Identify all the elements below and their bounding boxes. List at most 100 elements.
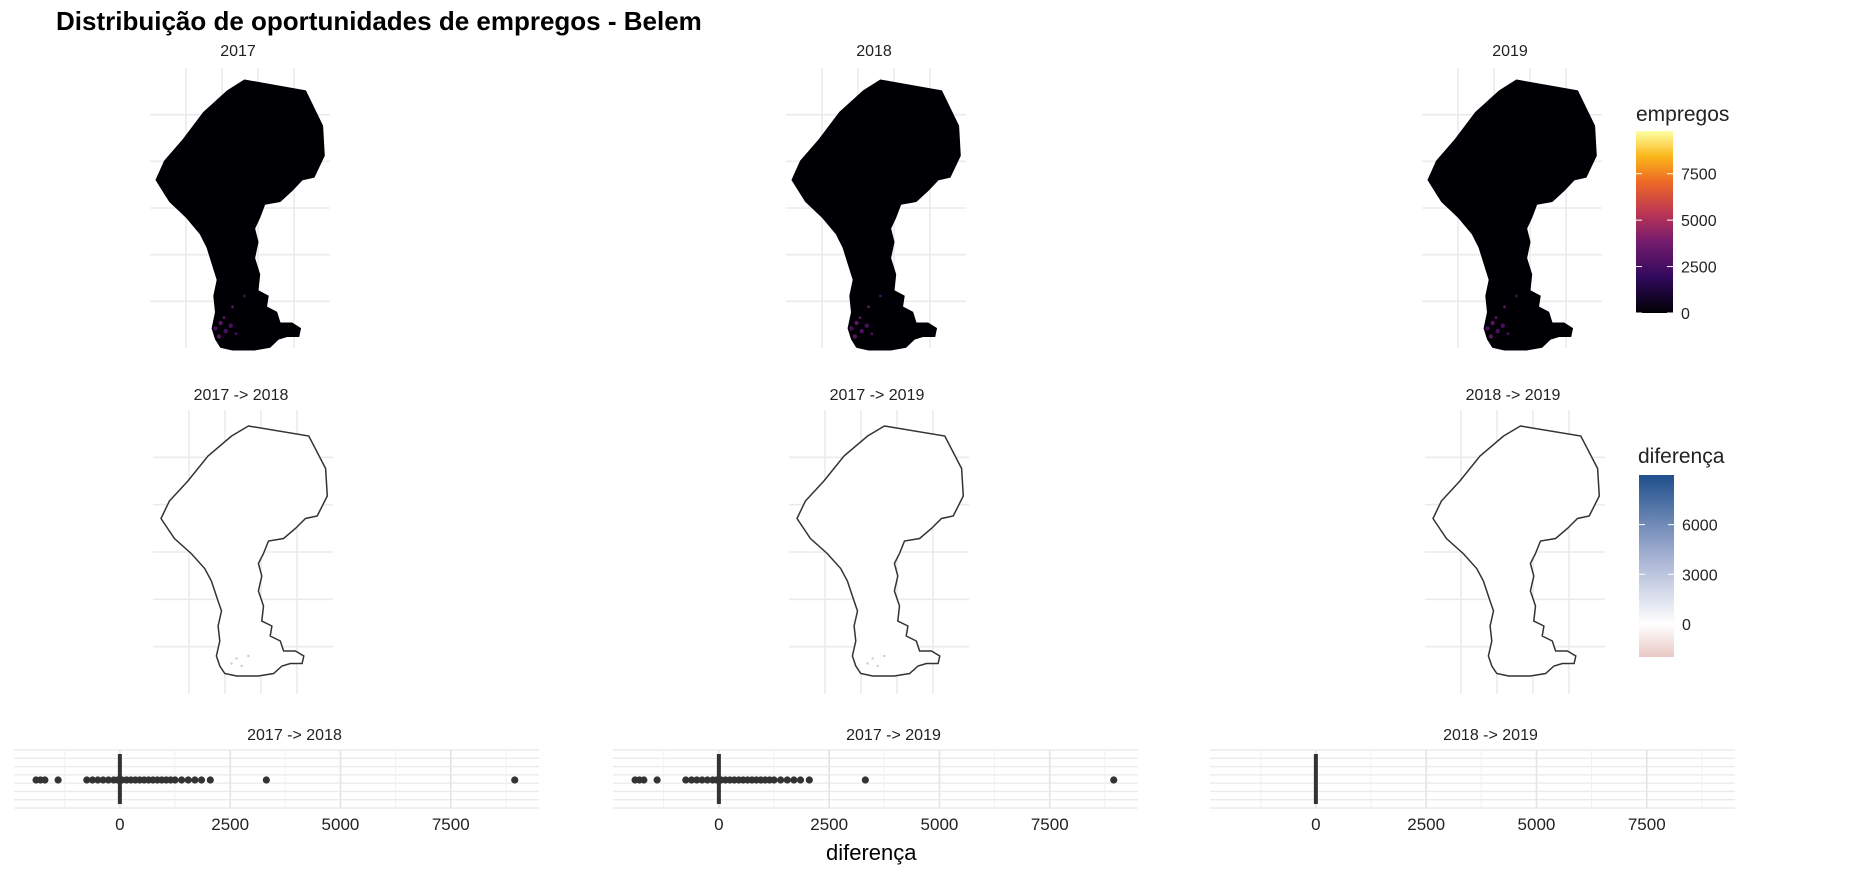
strip-title-0: 2017 -> 2018: [247, 727, 342, 744]
strip-point: [178, 776, 186, 784]
strip-title-2: 2018 -> 2019: [1443, 727, 1538, 744]
legend-empregos-tick-label: 0: [1681, 306, 1690, 323]
strip-point: [682, 776, 690, 784]
strip-point: [693, 776, 701, 784]
strip-point: [191, 776, 199, 784]
strip-title-1: 2017 -> 2019: [846, 727, 941, 744]
strip-point: [790, 776, 798, 784]
map-diff-mark: [883, 654, 886, 658]
map-hotspot: [859, 328, 864, 334]
strip-point: [687, 776, 696, 784]
map-hotspot: [858, 316, 862, 319]
panel-title-2018: 2018: [856, 43, 892, 60]
map-outline-2: [1432, 425, 1601, 677]
chart-title: Distribuição de oportunidades de emprego…: [56, 6, 702, 36]
strip-point: [653, 776, 661, 784]
map-hotspot: [218, 320, 223, 326]
map-hotspot: [1506, 332, 1510, 336]
strip-point: [104, 776, 113, 784]
strip-point: [770, 776, 778, 784]
panel-title-2017-2019: 2017 -> 2019: [830, 387, 925, 404]
legend-empregos-tick-label: 5000: [1681, 213, 1717, 230]
strip-point: [796, 776, 805, 784]
strip-point: [88, 776, 97, 784]
map-hotspot: [228, 323, 233, 328]
strip-point: [41, 776, 49, 784]
legend-empregos-tick-label: 2500: [1681, 260, 1717, 277]
strip-tick-label: 5000: [921, 815, 959, 834]
legend-empregos-title: empregos: [1636, 103, 1729, 126]
map-hotspot: [243, 294, 246, 298]
strip-point: [1110, 776, 1118, 784]
legend-empregos-tick-label: 7500: [1681, 167, 1717, 184]
strip-point: [83, 776, 91, 784]
legend-empregos-bar: [1636, 131, 1673, 313]
strip-point: [54, 776, 62, 784]
panel-title-2019: 2019: [1492, 43, 1528, 60]
map-diff-mark: [876, 664, 879, 668]
legend-diferenca-tick-label: 6000: [1682, 518, 1718, 535]
map-outline-0: [160, 425, 329, 677]
strip-tick-label: 2500: [211, 815, 249, 834]
map-fill-2017: [155, 79, 325, 351]
strip-point: [698, 776, 706, 784]
panel-title-2017: 2017: [220, 43, 256, 60]
legend-diferenca-tick-label: 3000: [1682, 567, 1718, 584]
strip-tick-label: 0: [714, 815, 723, 834]
map-hotspot: [1500, 323, 1506, 328]
map-hotspot: [1490, 320, 1495, 326]
map-fill-2019: [1427, 79, 1597, 351]
strip-point: [94, 776, 102, 784]
strip-point: [99, 776, 107, 784]
strip-panel-1: 0 2500 5000 7500: [613, 749, 1138, 834]
strip-tick-label: 2500: [810, 815, 848, 834]
strip-tick-label: 2500: [1407, 815, 1445, 834]
strip-point: [783, 776, 791, 784]
strip-point: [184, 776, 192, 784]
map-hotspot: [223, 328, 228, 334]
map-hotspot: [852, 334, 858, 339]
legend-diferenca-bar: [1639, 475, 1674, 657]
map-diff-mark: [235, 657, 238, 660]
map-hotspot: [1515, 294, 1518, 298]
legend-diferenca-title: diferença: [1638, 445, 1725, 468]
panel-title-2017-2018: 2017 -> 2018: [194, 387, 289, 404]
strip-point: [206, 776, 214, 784]
strip-point: [861, 776, 869, 784]
strip-tick-label: 0: [115, 815, 124, 834]
strip-tick-label: 5000: [322, 815, 360, 834]
legend-diferenca-tick-label: 0: [1682, 617, 1691, 634]
panel-title-2018-2019: 2018 -> 2019: [1466, 387, 1561, 404]
map-hotspot: [867, 305, 870, 309]
strip-point: [777, 776, 785, 784]
map-hotspot: [216, 334, 222, 339]
strip-panel-0: 0 2500 5000 7500: [14, 749, 539, 834]
map-diff-mark: [230, 662, 233, 665]
map-hotspot: [1503, 305, 1506, 309]
strip-point: [171, 776, 179, 784]
x-axis-label: diferença: [826, 840, 917, 865]
map-diff-mark: [240, 664, 243, 668]
map-hotspot: [213, 326, 218, 331]
map-hotspot: [1495, 328, 1500, 334]
strip-point: [197, 776, 206, 784]
strip-tick-label: 0: [1311, 815, 1320, 834]
map-diff-mark: [866, 662, 869, 665]
map-fill-2018: [791, 79, 961, 351]
map-diff-mark: [871, 657, 874, 660]
strip-tick-label: 7500: [1628, 815, 1666, 834]
map-hotspot: [231, 305, 234, 309]
map-hotspot: [870, 332, 874, 336]
map-diff-mark: [247, 654, 250, 658]
map-hotspot: [222, 316, 226, 319]
strip-point: [262, 776, 270, 784]
map-outline-1: [796, 425, 965, 677]
map-hotspot: [1485, 326, 1490, 331]
strip-point: [805, 776, 813, 784]
map-hotspot: [1488, 334, 1494, 339]
strip-tick-label: 5000: [1518, 815, 1556, 834]
map-hotspot: [864, 323, 869, 328]
strip-point: [640, 776, 648, 784]
map-hotspot: [849, 326, 854, 331]
